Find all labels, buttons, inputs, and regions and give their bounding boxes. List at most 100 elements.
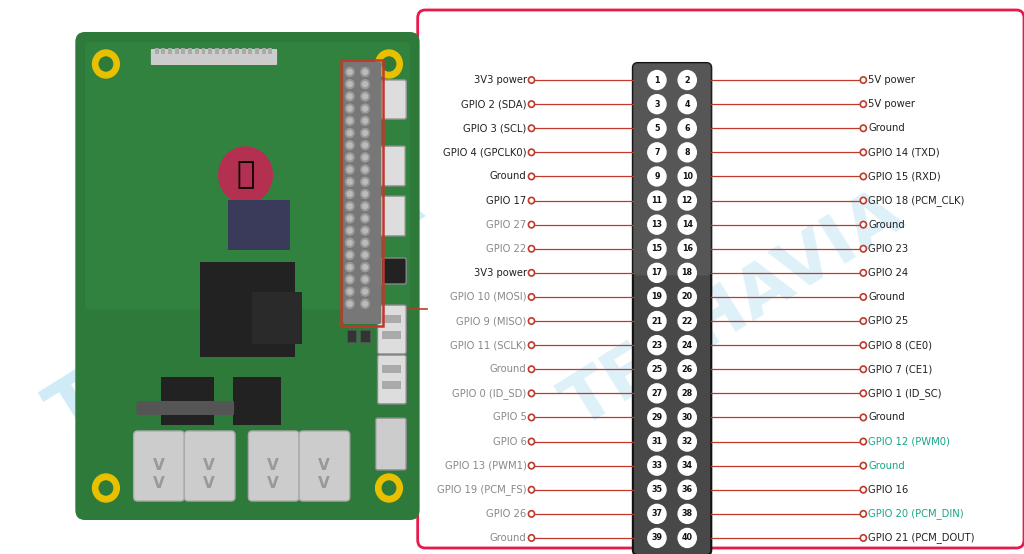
- Circle shape: [382, 481, 395, 495]
- Circle shape: [347, 106, 352, 111]
- Circle shape: [678, 288, 696, 306]
- Circle shape: [345, 104, 354, 113]
- Circle shape: [678, 70, 696, 90]
- Text: 21: 21: [651, 316, 663, 326]
- Text: 27: 27: [651, 389, 663, 398]
- Bar: [188, 48, 191, 54]
- Circle shape: [360, 68, 370, 76]
- FancyBboxPatch shape: [151, 49, 278, 65]
- Circle shape: [648, 119, 666, 138]
- Circle shape: [528, 222, 535, 228]
- Circle shape: [860, 535, 866, 541]
- Circle shape: [648, 288, 666, 306]
- FancyBboxPatch shape: [376, 418, 407, 470]
- Circle shape: [860, 294, 866, 300]
- Text: GPIO 4 (GPCLK0): GPIO 4 (GPCLK0): [443, 147, 526, 157]
- Circle shape: [360, 165, 370, 174]
- Bar: [181, 48, 185, 54]
- Text: GPIO 8 (CE0): GPIO 8 (CE0): [868, 340, 932, 350]
- Circle shape: [347, 155, 352, 160]
- Text: GPIO 26: GPIO 26: [486, 509, 526, 519]
- Circle shape: [347, 301, 352, 306]
- Circle shape: [376, 50, 402, 78]
- FancyBboxPatch shape: [380, 146, 406, 186]
- Circle shape: [860, 511, 866, 517]
- Circle shape: [347, 240, 352, 245]
- Circle shape: [362, 179, 368, 184]
- Text: 15: 15: [651, 244, 663, 253]
- FancyBboxPatch shape: [249, 431, 299, 501]
- Circle shape: [347, 289, 352, 294]
- FancyBboxPatch shape: [184, 431, 236, 501]
- Text: GPIO 14 (TXD): GPIO 14 (TXD): [868, 147, 940, 157]
- Circle shape: [347, 143, 352, 148]
- Bar: [233, 377, 281, 425]
- Circle shape: [345, 275, 354, 284]
- Circle shape: [860, 366, 866, 372]
- Text: GPIO 24: GPIO 24: [868, 268, 908, 278]
- Circle shape: [648, 384, 666, 403]
- Text: 12: 12: [682, 196, 693, 205]
- Bar: [155, 48, 159, 54]
- Circle shape: [528, 438, 535, 445]
- Text: 3: 3: [654, 100, 659, 109]
- Text: GPIO 27: GPIO 27: [486, 219, 526, 230]
- Circle shape: [648, 311, 666, 331]
- Circle shape: [347, 167, 352, 172]
- Circle shape: [360, 202, 370, 211]
- Circle shape: [860, 197, 866, 204]
- Circle shape: [382, 57, 395, 71]
- Text: 4: 4: [684, 100, 690, 109]
- Circle shape: [360, 129, 370, 137]
- Circle shape: [360, 250, 370, 259]
- FancyBboxPatch shape: [381, 80, 407, 119]
- Text: GPIO 20 (PCM_DIN): GPIO 20 (PCM_DIN): [868, 509, 964, 519]
- Circle shape: [362, 131, 368, 136]
- Circle shape: [360, 116, 370, 125]
- Circle shape: [528, 414, 535, 420]
- FancyBboxPatch shape: [85, 42, 410, 309]
- Text: 16: 16: [682, 244, 692, 253]
- FancyBboxPatch shape: [633, 63, 712, 554]
- Circle shape: [347, 253, 352, 258]
- Circle shape: [528, 463, 535, 469]
- Text: TECHAVIA: TECHAVIA: [552, 179, 915, 441]
- Bar: [242, 48, 246, 54]
- Circle shape: [345, 202, 354, 211]
- Circle shape: [362, 81, 368, 86]
- Circle shape: [362, 143, 368, 148]
- Circle shape: [92, 474, 120, 502]
- Bar: [162, 377, 214, 425]
- Circle shape: [860, 318, 866, 324]
- Bar: [382, 331, 401, 339]
- Circle shape: [860, 390, 866, 397]
- Text: 20: 20: [682, 293, 693, 301]
- Circle shape: [528, 173, 535, 179]
- Circle shape: [347, 94, 352, 99]
- Circle shape: [528, 318, 535, 324]
- Circle shape: [678, 167, 696, 186]
- Bar: [360, 330, 370, 342]
- Circle shape: [528, 77, 535, 83]
- Text: Ground: Ground: [868, 460, 905, 471]
- Circle shape: [678, 215, 696, 234]
- Text: 28: 28: [682, 389, 693, 398]
- Circle shape: [345, 214, 354, 223]
- Text: GPIO 11 (SCLK): GPIO 11 (SCLK): [451, 340, 526, 350]
- Text: 3V3 power: 3V3 power: [473, 75, 526, 85]
- Text: 24: 24: [682, 341, 693, 350]
- Bar: [202, 48, 206, 54]
- Text: GPIO 3 (SCL): GPIO 3 (SCL): [464, 123, 526, 134]
- Text: 1: 1: [654, 75, 659, 85]
- Circle shape: [99, 57, 113, 71]
- Circle shape: [678, 432, 696, 451]
- Circle shape: [678, 239, 696, 258]
- Circle shape: [648, 191, 666, 210]
- Circle shape: [360, 177, 370, 186]
- Circle shape: [362, 216, 368, 221]
- Text: V: V: [153, 459, 165, 474]
- Text: GPIO 5: GPIO 5: [493, 412, 526, 423]
- Circle shape: [528, 149, 535, 156]
- Circle shape: [345, 92, 354, 101]
- Bar: [382, 365, 401, 373]
